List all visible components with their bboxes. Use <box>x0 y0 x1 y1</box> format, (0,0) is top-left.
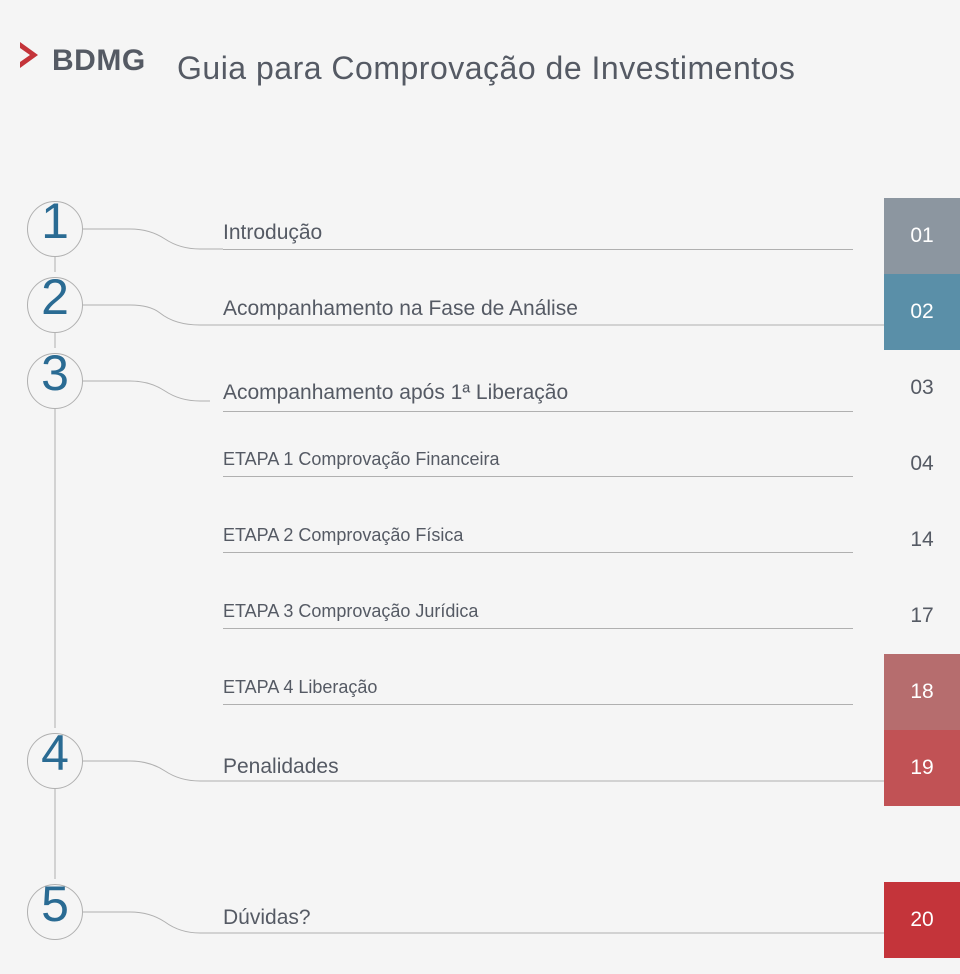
connector-lines <box>0 0 960 974</box>
page-num: 17 <box>910 604 933 628</box>
underline <box>223 628 853 629</box>
toc-label: Penalidades <box>223 755 339 779</box>
page-box-e3: 17 <box>884 578 960 654</box>
underline <box>223 411 853 412</box>
step-number-3: 3 <box>27 344 83 402</box>
page-box-4: 19 <box>884 730 960 806</box>
toc-label: Dúvidas? <box>223 906 311 930</box>
underline <box>223 552 853 553</box>
page-box-3: 03 <box>884 350 960 426</box>
underline <box>223 249 853 250</box>
page-num: 01 <box>910 224 933 248</box>
page-box-5: 20 <box>884 882 960 958</box>
toc-label: Introdução <box>223 221 322 245</box>
toc-label: ETAPA 2 Comprovação Física <box>223 525 463 546</box>
underline <box>223 476 853 477</box>
toc-label: ETAPA 4 Liberação <box>223 677 377 698</box>
step-number-2: 2 <box>27 268 83 326</box>
page-box-e2: 14 <box>884 502 960 578</box>
toc-label: Acompanhamento após 1ª Liberação <box>223 381 568 405</box>
page-box-spacer <box>884 806 960 882</box>
logo: BDMG <box>20 42 146 79</box>
page-num: 02 <box>910 300 933 324</box>
page-box-2: 02 <box>884 274 960 350</box>
toc-label: Acompanhamento na Fase de Análise <box>223 297 578 321</box>
page-box-e4: 18 <box>884 654 960 730</box>
page-num: 20 <box>910 908 933 932</box>
page-box-e1: 04 <box>884 426 960 502</box>
chevron-right-icon <box>20 42 48 79</box>
page-number-column: 01 02 03 04 14 17 18 19 20 <box>884 198 960 958</box>
page-num: 19 <box>910 756 933 780</box>
underline <box>223 704 853 705</box>
step-number-4: 4 <box>27 724 83 782</box>
page-box-intro: 01 <box>884 198 960 274</box>
step-number-1: 1 <box>27 192 83 250</box>
step-number-5: 5 <box>27 875 83 933</box>
toc-label: ETAPA 1 Comprovação Financeira <box>223 449 499 470</box>
page-num: 14 <box>910 528 933 552</box>
page-num: 04 <box>910 452 933 476</box>
logo-text: BDMG <box>52 44 146 78</box>
page-num: 03 <box>910 376 933 400</box>
page-title: Guia para Comprovação de Investimentos <box>177 50 795 87</box>
page-num: 18 <box>910 680 933 704</box>
toc-label: ETAPA 3 Comprovação Jurídica <box>223 601 478 622</box>
